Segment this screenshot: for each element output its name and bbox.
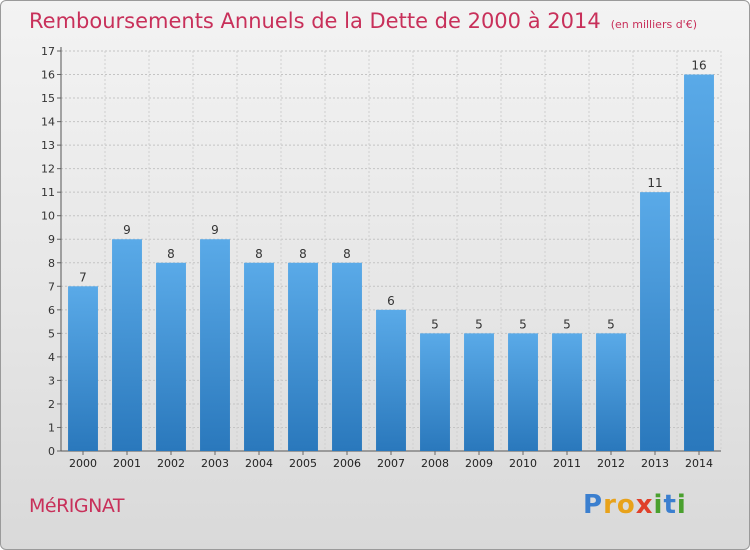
y-tick-label: 7 [48,280,55,293]
logo-letter: r [603,490,617,520]
x-tick-label: 2010 [509,457,537,470]
y-tick-label: 2 [48,398,55,411]
bar-2011 [552,333,582,451]
y-tick-label: 14 [41,116,55,129]
data-label: 5 [563,317,571,331]
data-label: 6 [387,294,395,308]
data-label: 8 [255,247,263,261]
y-tick-label: 8 [48,257,55,270]
bar-2009 [464,333,494,451]
bar-2010 [508,333,538,451]
data-label: 7 [79,270,87,284]
commune-name: MéRIGNAT [29,495,124,517]
logo-letter: o [616,490,636,520]
bar-2003 [200,239,230,451]
x-tick-label: 2008 [421,457,449,470]
data-label: 8 [167,247,175,261]
x-tick-label: 2014 [685,457,713,470]
y-tick-label: 4 [48,351,55,364]
chart-title: Remboursements Annuels de la Dette de 20… [29,9,601,33]
x-tick-label: 2003 [201,457,229,470]
bar-2007 [376,309,406,451]
logo-letter: t [663,490,677,520]
data-label: 9 [211,223,219,237]
y-tick-label: 10 [41,210,55,223]
x-tick-label: 2004 [245,457,273,470]
x-tick-label: 2006 [333,457,361,470]
x-tick-label: 2005 [289,457,317,470]
y-tick-label: 16 [41,69,55,82]
chart-title-line: Remboursements Annuels de la Dette de 20… [29,9,697,33]
x-tick-label: 2000 [69,457,97,470]
x-tick-label: 2009 [465,457,493,470]
x-tick-label: 2002 [157,457,185,470]
y-tick-label: 17 [41,45,55,58]
proxiti-logo: Proxiti [583,490,687,520]
logo-letter: P [583,490,604,520]
logo-letter: x [635,490,654,520]
x-tick-label: 2013 [641,457,669,470]
x-tick-label: 2007 [377,457,405,470]
bar-2004 [244,262,274,451]
y-tick-label: 6 [48,304,55,317]
y-tick-label: 11 [41,186,55,199]
y-tick-label: 9 [48,233,55,246]
y-tick-label: 0 [48,445,55,458]
chart-subtitle: (en milliers d'€) [610,18,697,31]
bar-2014 [684,74,714,451]
data-label: 5 [475,317,483,331]
y-tick-label: 3 [48,374,55,387]
bar-2012 [596,333,626,451]
y-tick-label: 15 [41,92,55,105]
bar-2000 [68,286,98,451]
x-tick-label: 2011 [553,457,581,470]
bar-2013 [640,192,670,452]
data-label: 8 [299,247,307,261]
data-label: 5 [607,317,615,331]
bar-2008 [420,333,450,451]
bar-2001 [112,239,142,451]
bar-2006 [332,262,362,451]
data-label: 9 [123,223,131,237]
y-tick-label: 12 [41,163,55,176]
data-label: 5 [431,317,439,331]
data-label: 11 [647,176,662,190]
logo-letter: i [653,490,664,520]
y-tick-label: 1 [48,421,55,434]
bar-2005 [288,262,318,451]
y-tick-label: 5 [48,327,55,340]
x-tick-label: 2001 [113,457,141,470]
x-tick-label: 2012 [597,457,625,470]
y-tick-label: 13 [41,139,55,152]
logo-letter: i [676,490,687,520]
data-label: 8 [343,247,351,261]
data-label: 5 [519,317,527,331]
bar-2002 [156,262,186,451]
data-label: 16 [691,59,706,73]
